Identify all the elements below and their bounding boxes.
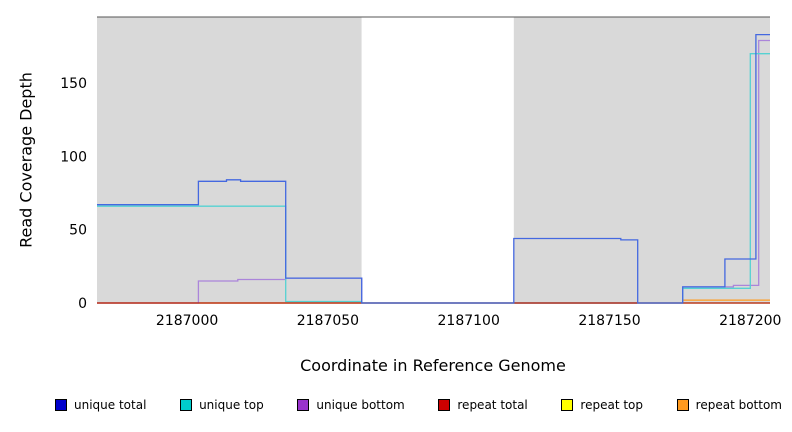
legend-item-unique-top: unique top bbox=[180, 398, 264, 412]
legend-swatch bbox=[180, 399, 193, 411]
y-tick-label: 150 bbox=[60, 76, 87, 92]
legend-label: unique top bbox=[199, 398, 264, 412]
x-axis-label: Coordinate in Reference Genome bbox=[300, 356, 566, 375]
x-tick-label: 2187000 bbox=[156, 313, 218, 329]
legend-label: unique bottom bbox=[316, 398, 405, 412]
y-tick-label: 0 bbox=[78, 296, 87, 312]
legend: unique total unique top unique bottom repea… bbox=[55, 398, 782, 412]
legend-label: repeat top bbox=[580, 398, 644, 412]
legend-item-repeat-top: repeat top bbox=[561, 398, 643, 412]
coverage-chart: 2187000 2187050 2187100 2187150 2187200 0 50 10… bbox=[60, 16, 781, 329]
y-tick-label: 100 bbox=[60, 149, 87, 165]
region-covered-right bbox=[513, 17, 770, 303]
y-axis-label: Read Coverage Depth bbox=[16, 72, 36, 248]
x-tick-label: 2187100 bbox=[438, 313, 500, 329]
legend-swatch bbox=[297, 399, 310, 411]
legend-item-unique-total: unique total bbox=[55, 398, 146, 412]
region-zero-coverage-gap bbox=[361, 17, 514, 303]
legend-item-repeat-total: repeat total bbox=[438, 398, 528, 412]
x-tick-label: 2187150 bbox=[578, 313, 640, 329]
series-line-unique-total bbox=[97, 33, 770, 304]
legend-swatch bbox=[438, 399, 451, 411]
legend-swatch bbox=[676, 399, 689, 411]
legend-swatch bbox=[561, 399, 574, 411]
x-tick-label: 2187200 bbox=[719, 313, 781, 329]
legend-item-unique-bottom: unique bottom bbox=[297, 398, 405, 412]
y-tick-label: 50 bbox=[69, 223, 87, 239]
legend-label: unique total bbox=[74, 398, 147, 412]
legend-item-repeat-bottom: repeat bottom bbox=[676, 398, 782, 412]
legend-swatch bbox=[55, 399, 67, 411]
legend-label: repeat total bbox=[457, 398, 528, 412]
legend-label: repeat bottom bbox=[695, 398, 782, 412]
region-covered-left bbox=[97, 17, 362, 303]
x-tick-label: 2187050 bbox=[297, 313, 359, 329]
